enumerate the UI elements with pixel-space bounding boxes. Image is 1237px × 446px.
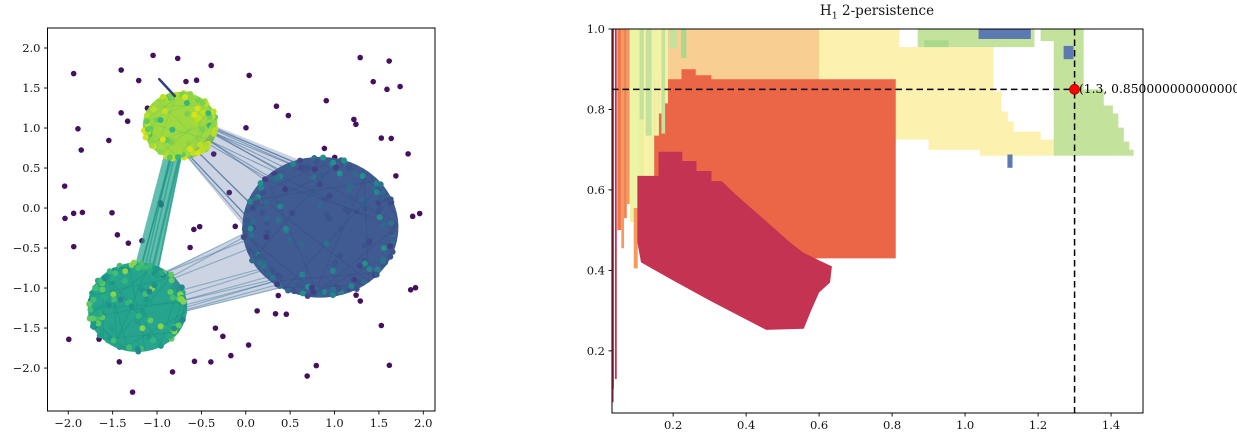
left-plot-ytick-label: 0.0 [22,201,40,215]
right-plot-xtick-label: 0.2 [664,418,682,432]
persistence-region-28 [1063,45,1074,60]
persistence-region-26 [1040,29,1134,156]
persistence-region-22 [669,29,677,49]
persistence-region-23 [681,29,687,58]
persistence-regions [612,29,1134,403]
left-plot-ytick-label: −1.0 [13,281,41,295]
title-subscript: 1 [831,10,838,22]
left-plot-ytick-label: −0.5 [13,241,41,255]
left-plot-ytick-label: 1.5 [22,81,40,95]
left-plot-xtick-label: 0.5 [281,416,299,430]
left-plot-axes: −2.0 −1.5 −1.0 −0.5 0.0 0.5 1.0 1.5 2.0 −2.0 −1.5 −… [13,27,436,430]
right-plot-ytick-label: 0.4 [587,263,605,277]
left-plot-ytick-label: 2.0 [22,41,40,55]
right-plot-title: H1 2-persistence [820,3,934,22]
persistence-region-6 [626,29,630,205]
left-plot-xtick-label: 1.0 [325,416,343,430]
right-cluster-points [240,154,398,300]
left-plot-xtick-label: 0.0 [237,416,255,430]
left-plot-xtick-label: 1.5 [370,416,388,430]
left-plot-ytick-label: −1.5 [13,321,41,335]
right-plot-xtick-label: 1.0 [956,418,974,432]
left-scatter-plot: −2.0 −1.5 −1.0 −0.5 0.0 0.5 1.0 1.5 2.0 −2.0 −1.5 −… [13,27,436,430]
right-plot-xtick-label: 0.8 [883,418,901,432]
right-plot-ytick-label: 0.8 [587,102,605,116]
persistence-region-0 [612,29,615,390]
persistence-region-7 [630,29,639,223]
right-plot-xtick-label: 0.4 [737,418,755,432]
left-plot-xtick-label: −0.5 [187,416,215,430]
title-h: H [819,3,832,19]
persistence-region-19 [639,29,644,120]
persistence-region-4 [621,29,625,249]
persistence-region-17 [658,29,663,114]
persistence-region-5 [624,29,627,219]
left-plot-xtick-label: −1.0 [143,416,171,430]
persistence-region-12 [654,29,831,82]
bottom-left-cluster-points [86,259,187,355]
persistence-region-1 [614,29,617,380]
top-cluster-points [140,90,219,162]
left-plot-ytick-label: 0.5 [22,161,40,175]
persistence-region-15 [637,151,832,330]
persistence-region-20 [645,29,652,136]
left-plot-ytick-label: 1.0 [22,121,40,135]
persistence-region-2 [612,389,614,403]
right-plot-ytick-label: 0.6 [587,183,605,197]
left-plot-xtick-label: 2.0 [414,416,432,430]
right-plot-axes: 0.2 0.4 0.6 0.8 1.0 1.2 1.4 0.2 0.4 0.6 0.8 1.0 [587,22,1144,432]
persistence-region-29 [1007,154,1013,168]
left-plot-ytick-label: −2.0 [13,361,41,375]
persistence-region-3 [617,29,622,231]
band-top-right [187,126,299,225]
persistence-region-25 [924,40,949,48]
persistence-region-27 [978,29,1031,40]
right-plot-ytick-label: 1.0 [587,22,605,36]
left-plot-xtick-label: −2.0 [54,416,82,430]
persistence-region-16 [654,29,659,136]
selected-point-marker [1069,83,1080,95]
left-plot-xtick-label: −1.5 [99,416,127,430]
antenna-edge [157,77,177,98]
persistence-plot: 0.2 0.4 0.6 0.8 1.0 1.2 1.4 0.2 0.4 0.6 0.8 1.0 [587,22,1144,432]
persistence-region-21 [661,29,666,134]
right-plot-xtick-label: 1.2 [1029,418,1047,432]
persistence-region-8 [633,208,638,269]
right-plot-xtick-label: 1.4 [1102,418,1120,432]
right-plot-xtick-label: 0.6 [810,418,828,432]
point-annotation: (1.3, 0.8500000000000001) [1079,82,1237,96]
right-plot-ytick-label: 0.2 [587,344,605,358]
right-cluster-body [242,156,399,298]
title-rest: 2-persistence [837,3,935,19]
